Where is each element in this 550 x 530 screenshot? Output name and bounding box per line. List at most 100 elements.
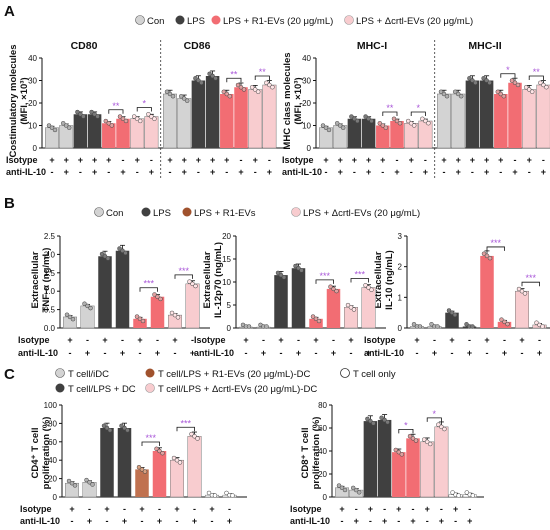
A-left-isotype-sign: -: [150, 155, 153, 165]
A-right-point: [538, 80, 543, 86]
A-right-anti-sign: +: [541, 167, 546, 177]
B-tnf-point: [137, 316, 143, 322]
B-tnf-ytick-label: 2.0: [44, 250, 56, 259]
A-right-point: [420, 116, 425, 122]
B-il10-point: [499, 317, 504, 322]
C-cd8-isotype-sign: +: [396, 504, 401, 514]
C-cd8-anti-sign: +: [354, 516, 359, 526]
A-right-bar: [494, 94, 508, 148]
A-left-point: [213, 75, 218, 81]
A-right-bar: [376, 125, 390, 148]
B-il10-anti-sign: -: [451, 348, 454, 358]
A-left-point: [241, 87, 247, 92]
A-right-point: [408, 121, 414, 126]
A-right-anti-sign: -: [410, 167, 413, 177]
A-left-isotype-sign: +: [182, 155, 187, 165]
ylabel-b-tnf-1: Extracellular: [30, 251, 41, 308]
B-il10-point: [516, 286, 522, 292]
A-right-point: [473, 80, 478, 85]
ylabel-a-right-1: MHC class molecules: [282, 52, 293, 149]
C-cd4-point: [177, 460, 183, 465]
B-il12-sig-label: ***: [319, 271, 330, 281]
B-tnf-ytick-label: 0.0: [44, 324, 56, 333]
A-right-point: [441, 91, 447, 97]
B-il12-anti-sign: +: [261, 348, 266, 358]
C-cd8-point: [371, 421, 376, 426]
legend-a: Con LPS LPS + R1-EVs (20 μg/mL) LPS + Δc…: [135, 15, 473, 27]
C-cd4-isotype-sign: +: [69, 504, 74, 514]
B-il10-isotype-sign: +: [449, 335, 454, 345]
C-cd8-ytick-label: 20: [318, 470, 327, 479]
B-il12-ytick-label: 0: [227, 324, 232, 333]
B-il12-sig-label: ***: [354, 270, 365, 280]
B-il10-point: [411, 322, 417, 327]
A-left-anti-sign: +: [182, 167, 187, 177]
A-left-bar: [116, 118, 130, 148]
A-right-anti-sign: -: [381, 167, 384, 177]
A-right-point: [523, 85, 529, 90]
C-cd4-sig-label: ***: [180, 418, 191, 428]
B-il10-point: [534, 320, 539, 325]
legend-c-swatch-idc: [55, 368, 65, 378]
A-right-point: [495, 89, 501, 95]
A-right-point: [515, 82, 521, 88]
legend-b-swatch-r1: [182, 207, 192, 217]
A-right-sig-label: **: [533, 67, 541, 77]
A-left-anti-sign: -: [51, 167, 54, 177]
C-cd4-ytick-label: 100: [44, 401, 58, 410]
legend-b-swatch-con: [94, 207, 104, 217]
C-cd8-anti-sign: +: [382, 516, 387, 526]
A-left-anti-sign: -: [197, 167, 200, 177]
title-mhc1: MHC-I: [357, 40, 387, 52]
C-cd8-point: [396, 449, 402, 455]
B-il12-isotype-sign: +: [313, 335, 318, 345]
B-tnf-anti-sign: +: [155, 348, 160, 358]
A-left-bar: [234, 87, 248, 148]
B-tnf-bar: [150, 296, 165, 328]
C-cd8-isotype-sign: +: [339, 504, 344, 514]
A-left-sig-bracket: [226, 77, 242, 83]
A-left-point: [255, 89, 261, 94]
A-left-sig-bracket: [254, 75, 270, 80]
A-left-isotype-sign: +: [210, 155, 215, 165]
A-left-point: [193, 76, 198, 81]
A-left-point: [249, 85, 255, 90]
B-il10-point: [519, 288, 525, 294]
A-left-anti-sign: +: [92, 167, 97, 177]
A-left-ytick-label: 30: [28, 77, 37, 86]
C-cd8-point: [385, 419, 390, 425]
B-il12-ytick-label: 15: [222, 255, 231, 264]
C-cd4-row-anti-il10: anti-IL-10: [20, 516, 60, 526]
C-cd4-point: [119, 423, 124, 429]
A-left-anti-sign: +: [238, 167, 243, 177]
C-cd8-point: [342, 487, 348, 493]
C-cd8-point: [456, 493, 461, 498]
B-il12-point: [246, 324, 252, 329]
A-right-isotype-sign: +: [470, 155, 475, 165]
B-il10-sig-label: ***: [525, 273, 536, 283]
B-il10-anti-sign: +: [467, 348, 472, 358]
C-cd8-bar: [420, 441, 435, 498]
legend-a-lps: LPS: [187, 16, 205, 27]
B-il10-ytick-label: 3: [398, 232, 403, 241]
B-il10-row-anti-il10: anti-IL-10: [364, 348, 404, 358]
B-tnf-row-anti-il10: anti-IL-10: [18, 348, 58, 358]
B-tnf-sig-label: ***: [143, 279, 154, 289]
A-left-bar: [73, 114, 88, 148]
B-il12-anti-sign: +: [331, 348, 336, 358]
B-il10-point: [540, 324, 545, 329]
C-cd4-anti-sign: +: [227, 516, 232, 526]
A-right-point: [411, 123, 417, 128]
A-right-ytick-label: 40: [302, 54, 311, 63]
C-cd4-anti-sign: +: [87, 516, 92, 526]
A-right-point: [363, 114, 368, 119]
A-right-anti-sign: -: [471, 167, 474, 177]
A-right-point: [452, 89, 458, 95]
C-cd8-sig-label: *: [404, 420, 408, 430]
A-right-ytick-label: 30: [302, 77, 311, 86]
A-right-anti-sign: +: [456, 167, 461, 177]
A-left-point: [270, 84, 275, 90]
A-left-anti-sign: +: [267, 167, 272, 177]
C-cd8-row-anti-il10: anti-IL-10: [290, 516, 330, 526]
A-left-point: [89, 109, 94, 115]
